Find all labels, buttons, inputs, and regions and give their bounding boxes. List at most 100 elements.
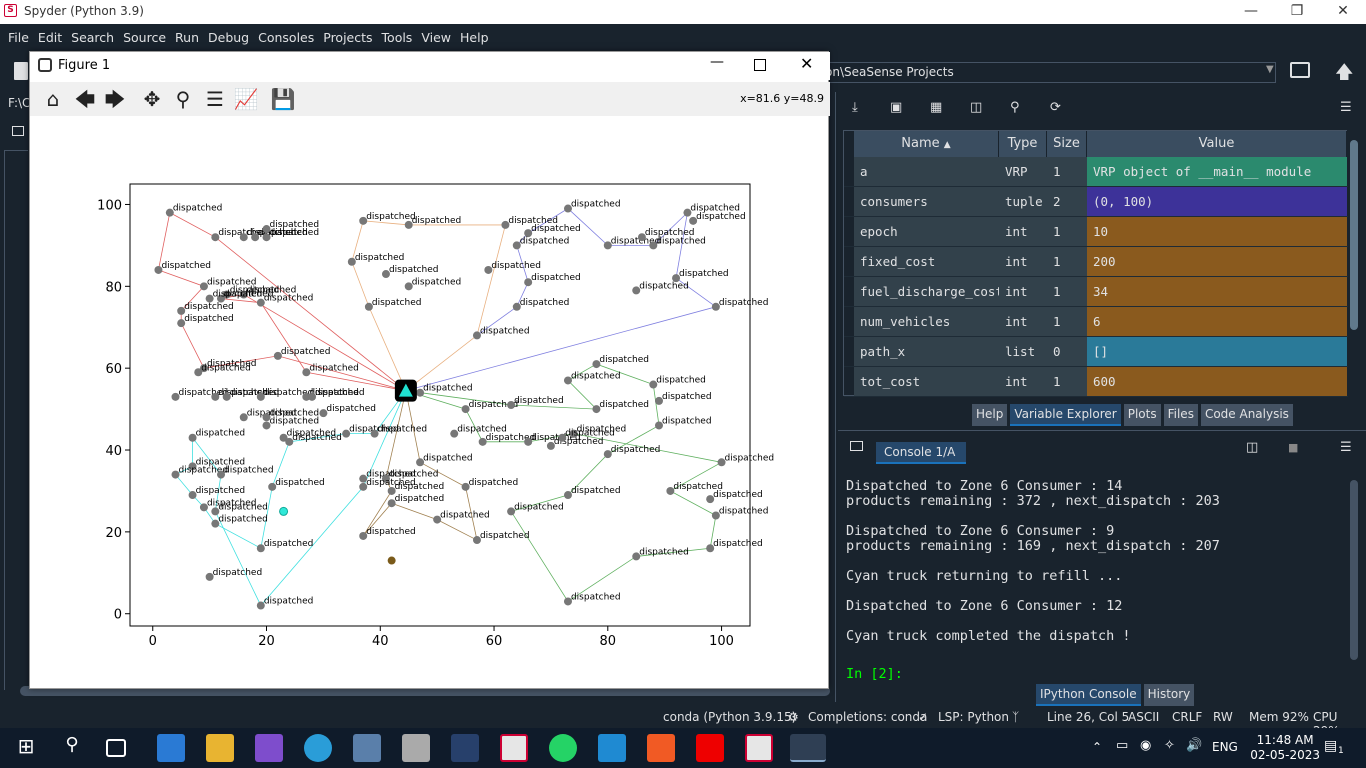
tray-chevron-icon[interactable]: ⌃: [1092, 740, 1103, 754]
column-header-type[interactable]: Type: [999, 131, 1047, 157]
notification-icon[interactable]: ▤: [1324, 738, 1338, 754]
vscode-icon[interactable]: [598, 734, 626, 762]
console-pane-icon[interactable]: [850, 441, 863, 451]
console-options-icon[interactable]: ☰: [1340, 440, 1352, 455]
console-prompt[interactable]: In [2]:: [846, 666, 903, 682]
language-indicator[interactable]: ENG: [1212, 740, 1238, 754]
subplots-config-icon[interactable]: ☰: [206, 87, 224, 111]
save-figure-icon[interactable]: 💾: [270, 87, 296, 111]
tab-console[interactable]: Console 1/A ✕: [876, 442, 966, 479]
wifi-icon[interactable]: ✧: [1164, 738, 1175, 753]
tab-ipython-console[interactable]: IPython Console: [1036, 684, 1141, 706]
file-explorer-icon[interactable]: [206, 734, 234, 762]
figure-maximize-button[interactable]: [754, 59, 766, 71]
menu-source[interactable]: Source: [123, 30, 167, 45]
folder-icon[interactable]: [1290, 62, 1310, 78]
variable-row[interactable]: epoch int 1 10: [844, 217, 1348, 247]
pane-icon[interactable]: [12, 126, 24, 136]
whatsapp-icon[interactable]: [549, 734, 577, 762]
search-icon[interactable]: ⚲: [1010, 100, 1020, 115]
status-lsp[interactable]: LSP: Python: [938, 710, 1009, 724]
variable-row[interactable]: path_x list 0[]: [844, 337, 1348, 367]
youtube-icon[interactable]: [696, 734, 724, 762]
menu-consoles[interactable]: Consoles: [258, 30, 315, 45]
tab-help[interactable]: Help: [972, 404, 1008, 426]
vertical-scrollbar[interactable]: [1350, 140, 1358, 330]
spyder-app-icon[interactable]: [500, 734, 528, 762]
restore-button[interactable]: ❐: [1290, 3, 1304, 19]
search-taskbar-icon[interactable]: ⚲: [65, 734, 79, 755]
database-icon[interactable]: [402, 734, 430, 762]
figure-minimize-button[interactable]: —: [710, 54, 724, 70]
menu-edit[interactable]: Edit: [37, 30, 63, 45]
tab-plots[interactable]: Plots: [1123, 404, 1161, 426]
task-view-icon[interactable]: [106, 739, 126, 757]
import-data-icon[interactable]: ⤓: [852, 100, 858, 115]
spyder-app2-icon[interactable]: [745, 734, 773, 762]
variable-row[interactable]: fixed_cost int 1 200: [844, 247, 1348, 277]
brave-icon[interactable]: [647, 734, 675, 762]
edit-axis-icon[interactable]: 📈: [233, 87, 259, 111]
volume-icon[interactable]: 🔊: [1186, 738, 1203, 753]
new-file-icon[interactable]: [14, 62, 28, 80]
pan-icon[interactable]: ✥: [143, 87, 161, 111]
save-data-icon[interactable]: ▣: [890, 100, 903, 115]
point-label: dispatched: [571, 371, 621, 381]
tab-files[interactable]: Files: [1163, 404, 1198, 426]
save-as-icon[interactable]: ▦: [930, 100, 943, 115]
arrow-up-icon[interactable]: 🡅: [1335, 62, 1354, 83]
horizontal-scrollbar[interactable]: [20, 686, 830, 696]
telegram-icon[interactable]: [304, 734, 332, 762]
menu-tools[interactable]: Tools: [381, 30, 413, 45]
figure-close-button[interactable]: ✕: [800, 54, 814, 73]
variable-row[interactable]: tot_cost int 1 600: [844, 367, 1348, 397]
variable-row[interactable]: num_vehicles int 1 6: [844, 307, 1348, 337]
console-output[interactable]: Dispatched to Zone 6 Consumer : 14 produc…: [838, 468, 1348, 682]
vpn-icon[interactable]: [255, 734, 283, 762]
spyder-logo-icon: S: [4, 4, 17, 17]
options-menu-icon[interactable]: ☰: [1340, 100, 1352, 115]
trash-icon[interactable]: ◫: [1246, 440, 1259, 455]
consumer-point: [262, 421, 271, 430]
python-figure-icon[interactable]: [790, 734, 826, 762]
battery-icon[interactable]: ▭: [1116, 738, 1129, 753]
status-completions[interactable]: Completions: conda: [808, 710, 928, 724]
forward-arrow-icon[interactable]: 🡆: [104, 87, 126, 111]
menu-debug[interactable]: Debug: [208, 30, 250, 45]
tab-variable-explorer[interactable]: Variable Explorer: [1010, 404, 1121, 426]
back-arrow-icon[interactable]: 🡄: [74, 87, 96, 111]
console-scrollbar[interactable]: [1350, 480, 1358, 660]
remove-all-icon[interactable]: ◫: [970, 100, 983, 115]
stop-icon[interactable]: ■: [1288, 441, 1299, 454]
menu-view[interactable]: View: [421, 30, 451, 45]
point-label: dispatched: [264, 597, 314, 607]
menu-run[interactable]: Run: [175, 30, 199, 45]
close-button[interactable]: ✕: [1337, 3, 1349, 19]
windows-start-icon[interactable]: ⊞: [17, 734, 35, 758]
minimize-button[interactable]: —: [1244, 3, 1258, 19]
status-conda[interactable]: conda (Python 3.9.15): [663, 710, 797, 724]
chevron-down-icon[interactable]: ▼: [1266, 64, 1274, 75]
variable-row[interactable]: fuel_discharge_cost int 1 34: [844, 277, 1348, 307]
mail-icon[interactable]: [157, 734, 185, 762]
column-header-size[interactable]: Size: [1047, 131, 1087, 157]
variable-row[interactable]: consumers tuple 2 (0, 100): [844, 187, 1348, 217]
working-directory-input[interactable]: on\SeaSense Projects: [820, 62, 1276, 83]
menu-search[interactable]: Search: [71, 30, 115, 45]
tab-history[interactable]: History: [1143, 684, 1195, 706]
column-header-name[interactable]: Name ▲: [854, 131, 999, 157]
tab-code-analysis[interactable]: Code Analysis: [1200, 404, 1293, 426]
matlab-icon[interactable]: [451, 734, 479, 762]
virtualbox-icon[interactable]: [353, 734, 381, 762]
menu-help[interactable]: Help: [460, 30, 489, 45]
webcam-icon[interactable]: ◉: [1140, 738, 1152, 753]
zoom-icon[interactable]: ⚲: [175, 87, 191, 111]
menu-projects[interactable]: Projects: [323, 30, 373, 45]
column-header-value[interactable]: Value: [1087, 131, 1347, 157]
clock[interactable]: 11:48 AM 02-05-2023: [1250, 733, 1320, 763]
refresh-icon[interactable]: ⟳: [1050, 100, 1061, 115]
menu-file[interactable]: File: [8, 30, 29, 45]
variable-row[interactable]: a VRP 1 VRP object of __main__ module: [844, 157, 1348, 187]
home-icon[interactable]: ⌂: [46, 87, 60, 111]
